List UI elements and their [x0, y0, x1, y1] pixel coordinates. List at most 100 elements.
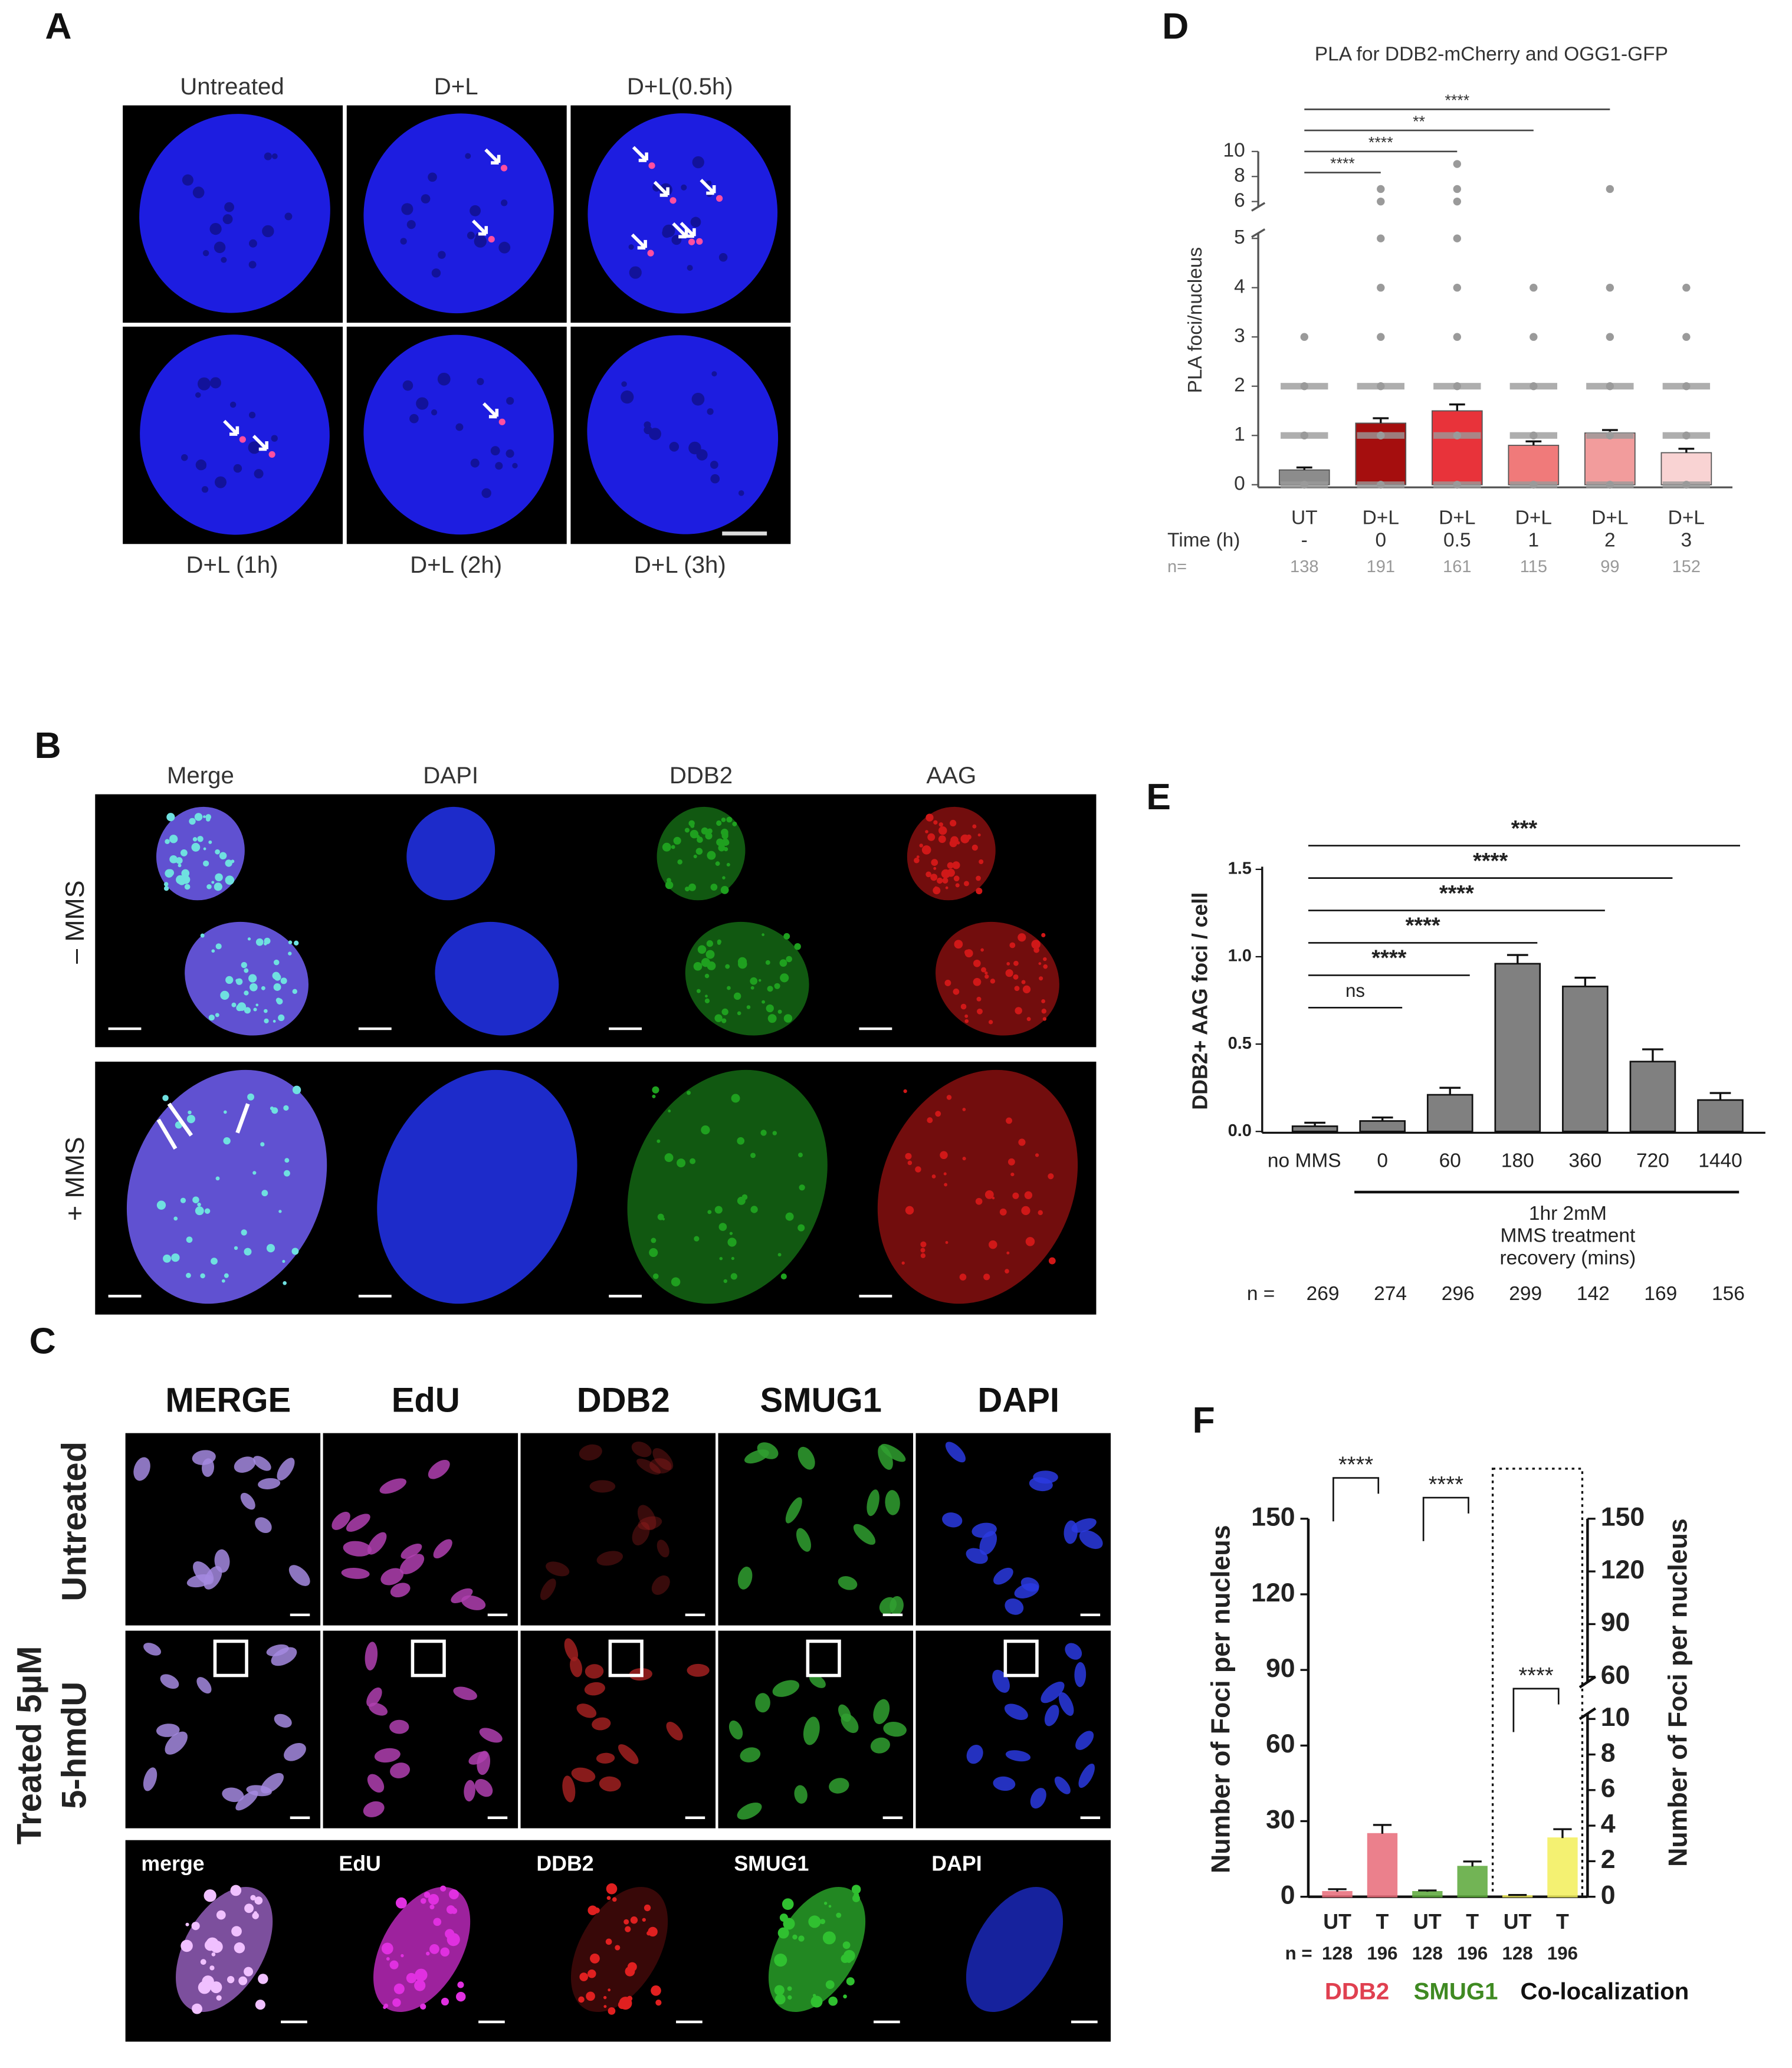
speckle: [261, 986, 265, 990]
data-point: [1377, 284, 1385, 292]
speckle: [797, 1224, 805, 1232]
significance-label: ****: [1445, 91, 1469, 109]
data-point: [1606, 333, 1614, 341]
speckle: [178, 877, 186, 885]
speckle: [291, 1248, 299, 1255]
chart-title: PLA for DDB2-mCherry and OGG1-GFP: [1315, 44, 1668, 65]
speckle: [429, 1904, 435, 1910]
speckle: [944, 1183, 948, 1187]
nucleus: [464, 1780, 475, 1802]
legend-label: Co-localization: [1521, 1978, 1689, 2004]
speckle: [668, 1110, 671, 1113]
nucleolus: [271, 153, 278, 159]
speckle: [696, 989, 701, 993]
speckle: [393, 1983, 405, 1994]
speckle: [441, 1997, 449, 2006]
speckle: [1048, 1257, 1056, 1265]
speckle: [779, 1913, 788, 1922]
nucleolus: [687, 265, 693, 271]
nucleus: [160, 1674, 179, 1689]
nucleolus: [428, 172, 437, 182]
speckle: [197, 1202, 201, 1207]
arrow: [223, 419, 239, 436]
nucleolus: [707, 408, 714, 415]
speckle: [234, 1246, 238, 1250]
speckle: [612, 1897, 617, 1902]
speckle: [812, 1994, 816, 1997]
speckle: [586, 1991, 595, 2001]
nucleolus: [710, 474, 720, 484]
speckle: [705, 994, 708, 998]
speckle: [950, 836, 959, 845]
speckle: [780, 973, 789, 983]
speckle: [587, 1969, 596, 1978]
speckle: [721, 828, 728, 836]
speckle: [204, 1208, 211, 1214]
speckle: [209, 1965, 215, 1971]
nucleolus: [197, 377, 211, 390]
speckle: [688, 820, 695, 827]
data-point: [1453, 160, 1462, 168]
foci: [688, 238, 695, 245]
speckle: [241, 961, 247, 969]
data-point: [1453, 185, 1462, 193]
y2-tick-label: 0: [1601, 1880, 1616, 1909]
speckle: [627, 1962, 637, 1972]
speckle: [655, 2000, 662, 2006]
speckle: [214, 882, 222, 891]
speckle: [665, 881, 674, 889]
nucleus: [618, 1744, 639, 1764]
y2-tick-label: 150: [1601, 1503, 1645, 1532]
speckle: [731, 1094, 740, 1103]
speckle: [1041, 999, 1046, 1003]
y-tick-label: 0.0: [1228, 1121, 1252, 1140]
speckle: [1018, 933, 1026, 942]
nucleolus: [195, 392, 201, 398]
bar: [1457, 1866, 1488, 1898]
y2-tick-label: 6: [1601, 1774, 1616, 1803]
speckle: [1021, 980, 1026, 984]
x-tick-label: 1440: [1698, 1150, 1742, 1171]
x-tick-label: D+L: [1363, 507, 1399, 529]
nucleus: [652, 1448, 674, 1470]
x-tick-label: 2: [1604, 530, 1616, 552]
y-tick-label: 30: [1266, 1805, 1295, 1834]
speckle: [215, 849, 221, 855]
row-label: Time (h): [1167, 530, 1240, 552]
speckle: [938, 835, 946, 843]
nucleus: [540, 1578, 556, 1600]
speckle: [934, 886, 938, 889]
data-point: [1453, 333, 1462, 341]
speckle: [1042, 1017, 1047, 1021]
foci: [500, 165, 508, 172]
panel-label: E: [1146, 776, 1171, 818]
speckle: [195, 1206, 204, 1216]
speckle: [684, 828, 690, 833]
nucleus: [796, 1528, 812, 1552]
speckle: [810, 1995, 823, 2008]
speckle: [787, 1986, 792, 1991]
point-cluster: [1357, 383, 1404, 390]
speckle: [786, 956, 793, 963]
nucleus: [737, 1567, 753, 1590]
speckle: [1021, 1206, 1030, 1216]
speckle: [215, 1013, 219, 1017]
speckle: [223, 1110, 227, 1114]
nucleus: [1058, 1692, 1074, 1716]
nucleus: [390, 1583, 411, 1598]
bar: [1502, 1895, 1533, 1898]
speckle: [1012, 1192, 1019, 1199]
speckle: [774, 1985, 785, 1995]
speckle: [258, 1974, 268, 1984]
nucleolus: [470, 205, 481, 216]
speckle: [255, 1003, 259, 1007]
speckle: [1014, 986, 1020, 992]
speckle: [260, 1142, 265, 1147]
speckle: [927, 1117, 933, 1124]
speckle: [783, 1014, 793, 1023]
y-tick-label: 1: [1234, 424, 1245, 445]
significance-bracket: [1422, 1496, 1469, 1541]
significance-label: ****: [1519, 1663, 1554, 1688]
foci: [648, 162, 655, 169]
speckle: [590, 1953, 600, 1964]
